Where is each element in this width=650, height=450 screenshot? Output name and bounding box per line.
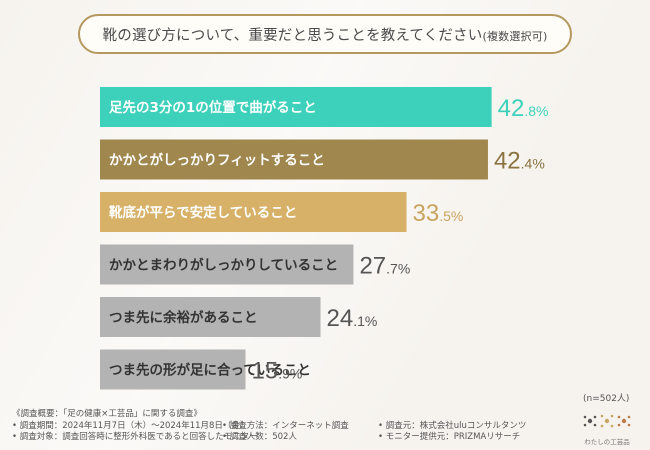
value-label-4: 27.7% — [359, 253, 410, 280]
question-title-box: 靴の選び方について、重要だと思うことを教えてください(複数選択可) — [78, 14, 572, 54]
survey-organizer: • 調査元：株式会社uluコンサルタンツ — [378, 420, 527, 431]
bar-3 — [100, 192, 407, 232]
survey-footer: 《調査概要：「足の健康×工芸品」に関する調査》 • 調査期間：2024年11月7… — [12, 409, 526, 444]
kogei-logo-icon — [583, 414, 631, 428]
bar-chart: 足先の3分の1の位置で曲がること 42.8% かかとがしっかりフィットすること 42.… — [100, 87, 549, 390]
question-title: 靴の選び方について、重要だと思うことを教えてください(複数選択可) — [102, 27, 548, 44]
bar-2 — [100, 139, 488, 180]
survey-row-2: • 調査対象：調査回答時に整形外科医であると回答したモニター • 調査人数：50… — [12, 432, 520, 444]
value-label-3: 33.5% — [413, 200, 464, 227]
category-label-3: 靴底が平らで安定していること — [109, 204, 297, 221]
survey-method: • 調査方法：インターネット調査 — [222, 420, 349, 431]
value-label-1: 42.8% — [498, 95, 549, 122]
category-label-1: 足先の3分の1の位置で曲がること — [109, 99, 317, 116]
value-label-6: 15.9% — [251, 358, 302, 385]
survey-count: • 調査人数：502人 — [222, 432, 297, 442]
category-label-6: つま先の形が足に合っていること — [109, 362, 311, 379]
category-label-4: かかとまわりがしっかりしていること — [109, 257, 338, 274]
survey-period: • 調査期間：2024年11月7日（木）〜2024年11月8日（金） — [12, 420, 249, 431]
value-label-5: 24.1% — [327, 305, 378, 332]
bar-1 — [100, 87, 492, 127]
sample-size-label: (n=502人) — [583, 394, 630, 404]
survey-target: • 調査対象：調査回答時に整形外科医であると回答したモニター — [12, 432, 258, 442]
question-subtitle: (複数選択可) — [482, 29, 548, 43]
category-label-2: かかとがしっかりフィットすること — [109, 152, 325, 169]
bar-6 — [100, 349, 246, 390]
bar-5 — [100, 297, 321, 337]
survey-row-1: • 調査期間：2024年11月7日（木）〜2024年11月8日（金） • 調査方… — [12, 420, 526, 433]
logo-text: わたしの工芸品 — [584, 438, 630, 446]
value-label-2: 42.4% — [494, 148, 545, 175]
category-label-5: つま先に余裕があること — [109, 309, 258, 326]
survey-overview: 《調査概要：「足の健康×工芸品」に関する調査》 — [12, 409, 202, 419]
brand-logo: わたしの工芸品 — [572, 407, 642, 447]
bar-4 — [100, 244, 354, 285]
survey-provider: • モニター提供元：PRIZMAリサーチ — [378, 432, 521, 442]
